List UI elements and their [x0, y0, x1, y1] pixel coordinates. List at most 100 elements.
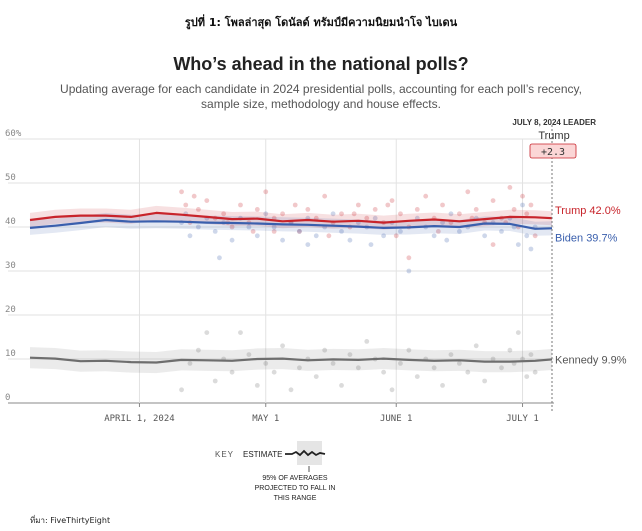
series-label-kennedy: Kennedy 9.9% [555, 354, 627, 366]
poll-dot-biden [398, 229, 403, 234]
key-estimate-line [285, 449, 326, 457]
poll-dot-biden [297, 229, 302, 234]
poll-dot-kennedy [431, 365, 437, 371]
poll-dot-trump [389, 198, 395, 204]
poll-dot-trump [532, 233, 538, 239]
poll-dot-trump [364, 215, 370, 221]
poll-dot-kennedy [389, 387, 395, 393]
poll-dot-trump [423, 193, 429, 199]
key-band-note: 95% OF AVERAGES [262, 475, 328, 482]
poll-dot-kennedy [398, 361, 403, 366]
poll-dot-kennedy [507, 347, 513, 353]
leader-margin: +2.3 [541, 147, 565, 158]
poll-dot-trump [385, 202, 391, 208]
poll-dot-biden [330, 211, 336, 217]
poll-dot-kennedy [499, 365, 504, 371]
y-tick-label: 10 [5, 349, 16, 359]
poll-dot-biden [339, 229, 344, 234]
poll-dot-kennedy [212, 378, 218, 384]
poll-dot-biden [229, 237, 235, 243]
leader-header: JULY 8, 2024 LEADER [512, 118, 596, 127]
poll-dot-kennedy [271, 369, 277, 375]
poll-dot-trump [393, 233, 399, 239]
poll-dot-biden [444, 237, 450, 243]
poll-dot-kennedy [456, 361, 462, 366]
y-tick-label: 50 [5, 173, 16, 183]
figure-caption: รูปที่ 1: โพลล่าสุด โดนัลด์ ทรัมป์มีความ… [184, 16, 458, 29]
series-label-biden: Biden 39.7% [555, 232, 618, 244]
y-tick-label: 60% [5, 129, 22, 139]
poll-dot-kennedy [490, 356, 496, 362]
x-tick-label: APRIL 1, 2024 [104, 414, 174, 424]
poll-dot-trump [398, 211, 403, 217]
poll-dot-biden [524, 233, 530, 239]
poll-dot-biden [520, 202, 525, 208]
poll-dot-trump [511, 207, 517, 212]
poll-dot-biden [448, 211, 454, 217]
series-label-trump: Trump 42.0% [555, 205, 621, 217]
poll-dot-kennedy [195, 347, 201, 353]
poll-dot-trump [507, 185, 513, 190]
poll-dot-kennedy [448, 352, 454, 357]
poll-dot-trump [238, 202, 243, 208]
poll-dot-kennedy [515, 330, 521, 335]
poll-dot-kennedy [482, 378, 488, 384]
poll-dot-trump [204, 198, 210, 204]
poll-dot-kennedy [330, 361, 336, 366]
poll-dot-kennedy [297, 365, 302, 371]
poll-dot-biden [195, 224, 201, 230]
poll-dot-biden [263, 211, 269, 217]
poll-dot-kennedy [381, 369, 387, 375]
poll-dot-biden [254, 233, 260, 239]
poll-dot-biden [217, 255, 222, 261]
poll-dot-biden [246, 224, 252, 230]
poll-dot-kennedy [414, 374, 420, 379]
poll-dot-trump [490, 242, 496, 248]
poll-dot-kennedy [524, 374, 530, 379]
poll-dot-trump [292, 202, 298, 208]
poll-dot-kennedy [465, 369, 471, 375]
poll-dot-kennedy [229, 369, 235, 375]
poll-dot-biden [528, 246, 534, 252]
poll-dot-biden [515, 242, 521, 248]
poll-dot-trump [280, 211, 285, 217]
poll-dot-biden [431, 233, 437, 239]
band-trump [30, 205, 552, 230]
poll-dot-trump [297, 229, 302, 234]
y-tick-label: 20 [5, 305, 16, 315]
poll-dot-kennedy [322, 347, 328, 353]
poll-dot-kennedy [440, 383, 445, 388]
poll-dot-biden [456, 229, 462, 234]
poll-dot-trump [183, 202, 189, 208]
poll-dot-kennedy [187, 361, 193, 366]
poll-dot-biden [372, 215, 378, 221]
poll-dot-trump [254, 207, 260, 212]
poll-dot-trump [473, 207, 479, 212]
poll-dot-biden [499, 229, 504, 234]
poll-dot-kennedy [406, 347, 412, 353]
poll-dot-trump [195, 207, 201, 212]
poll-dot-biden [271, 224, 277, 230]
y-tick-label: 40 [5, 217, 16, 227]
key-band-note: PROJECTED TO FALL IN [255, 485, 336, 492]
series-line-trump [29, 211, 553, 224]
poll-dot-trump [355, 202, 361, 208]
poll-dot-biden [368, 242, 374, 248]
chart-subtitle: Updating average for each candidate in 2… [40, 82, 602, 112]
poll-dot-trump [456, 211, 462, 217]
poll-dot-kennedy [263, 361, 269, 366]
poll-dot-biden [406, 268, 412, 274]
poll-dot-trump [191, 193, 197, 199]
poll-dot-biden [187, 233, 193, 239]
poll-dot-trump [229, 224, 235, 230]
key-estimate-label: ESTIMATE [243, 450, 282, 459]
poll-dot-kennedy [364, 339, 370, 344]
poll-dot-trump [528, 202, 534, 208]
poll-dot-kennedy [280, 343, 285, 349]
x-tick-label: JULY 1 [506, 414, 539, 424]
poll-dot-kennedy [288, 387, 294, 393]
poll-dot-kennedy [339, 383, 344, 388]
poll-dot-biden [313, 233, 319, 239]
poll-dot-trump [406, 255, 412, 261]
